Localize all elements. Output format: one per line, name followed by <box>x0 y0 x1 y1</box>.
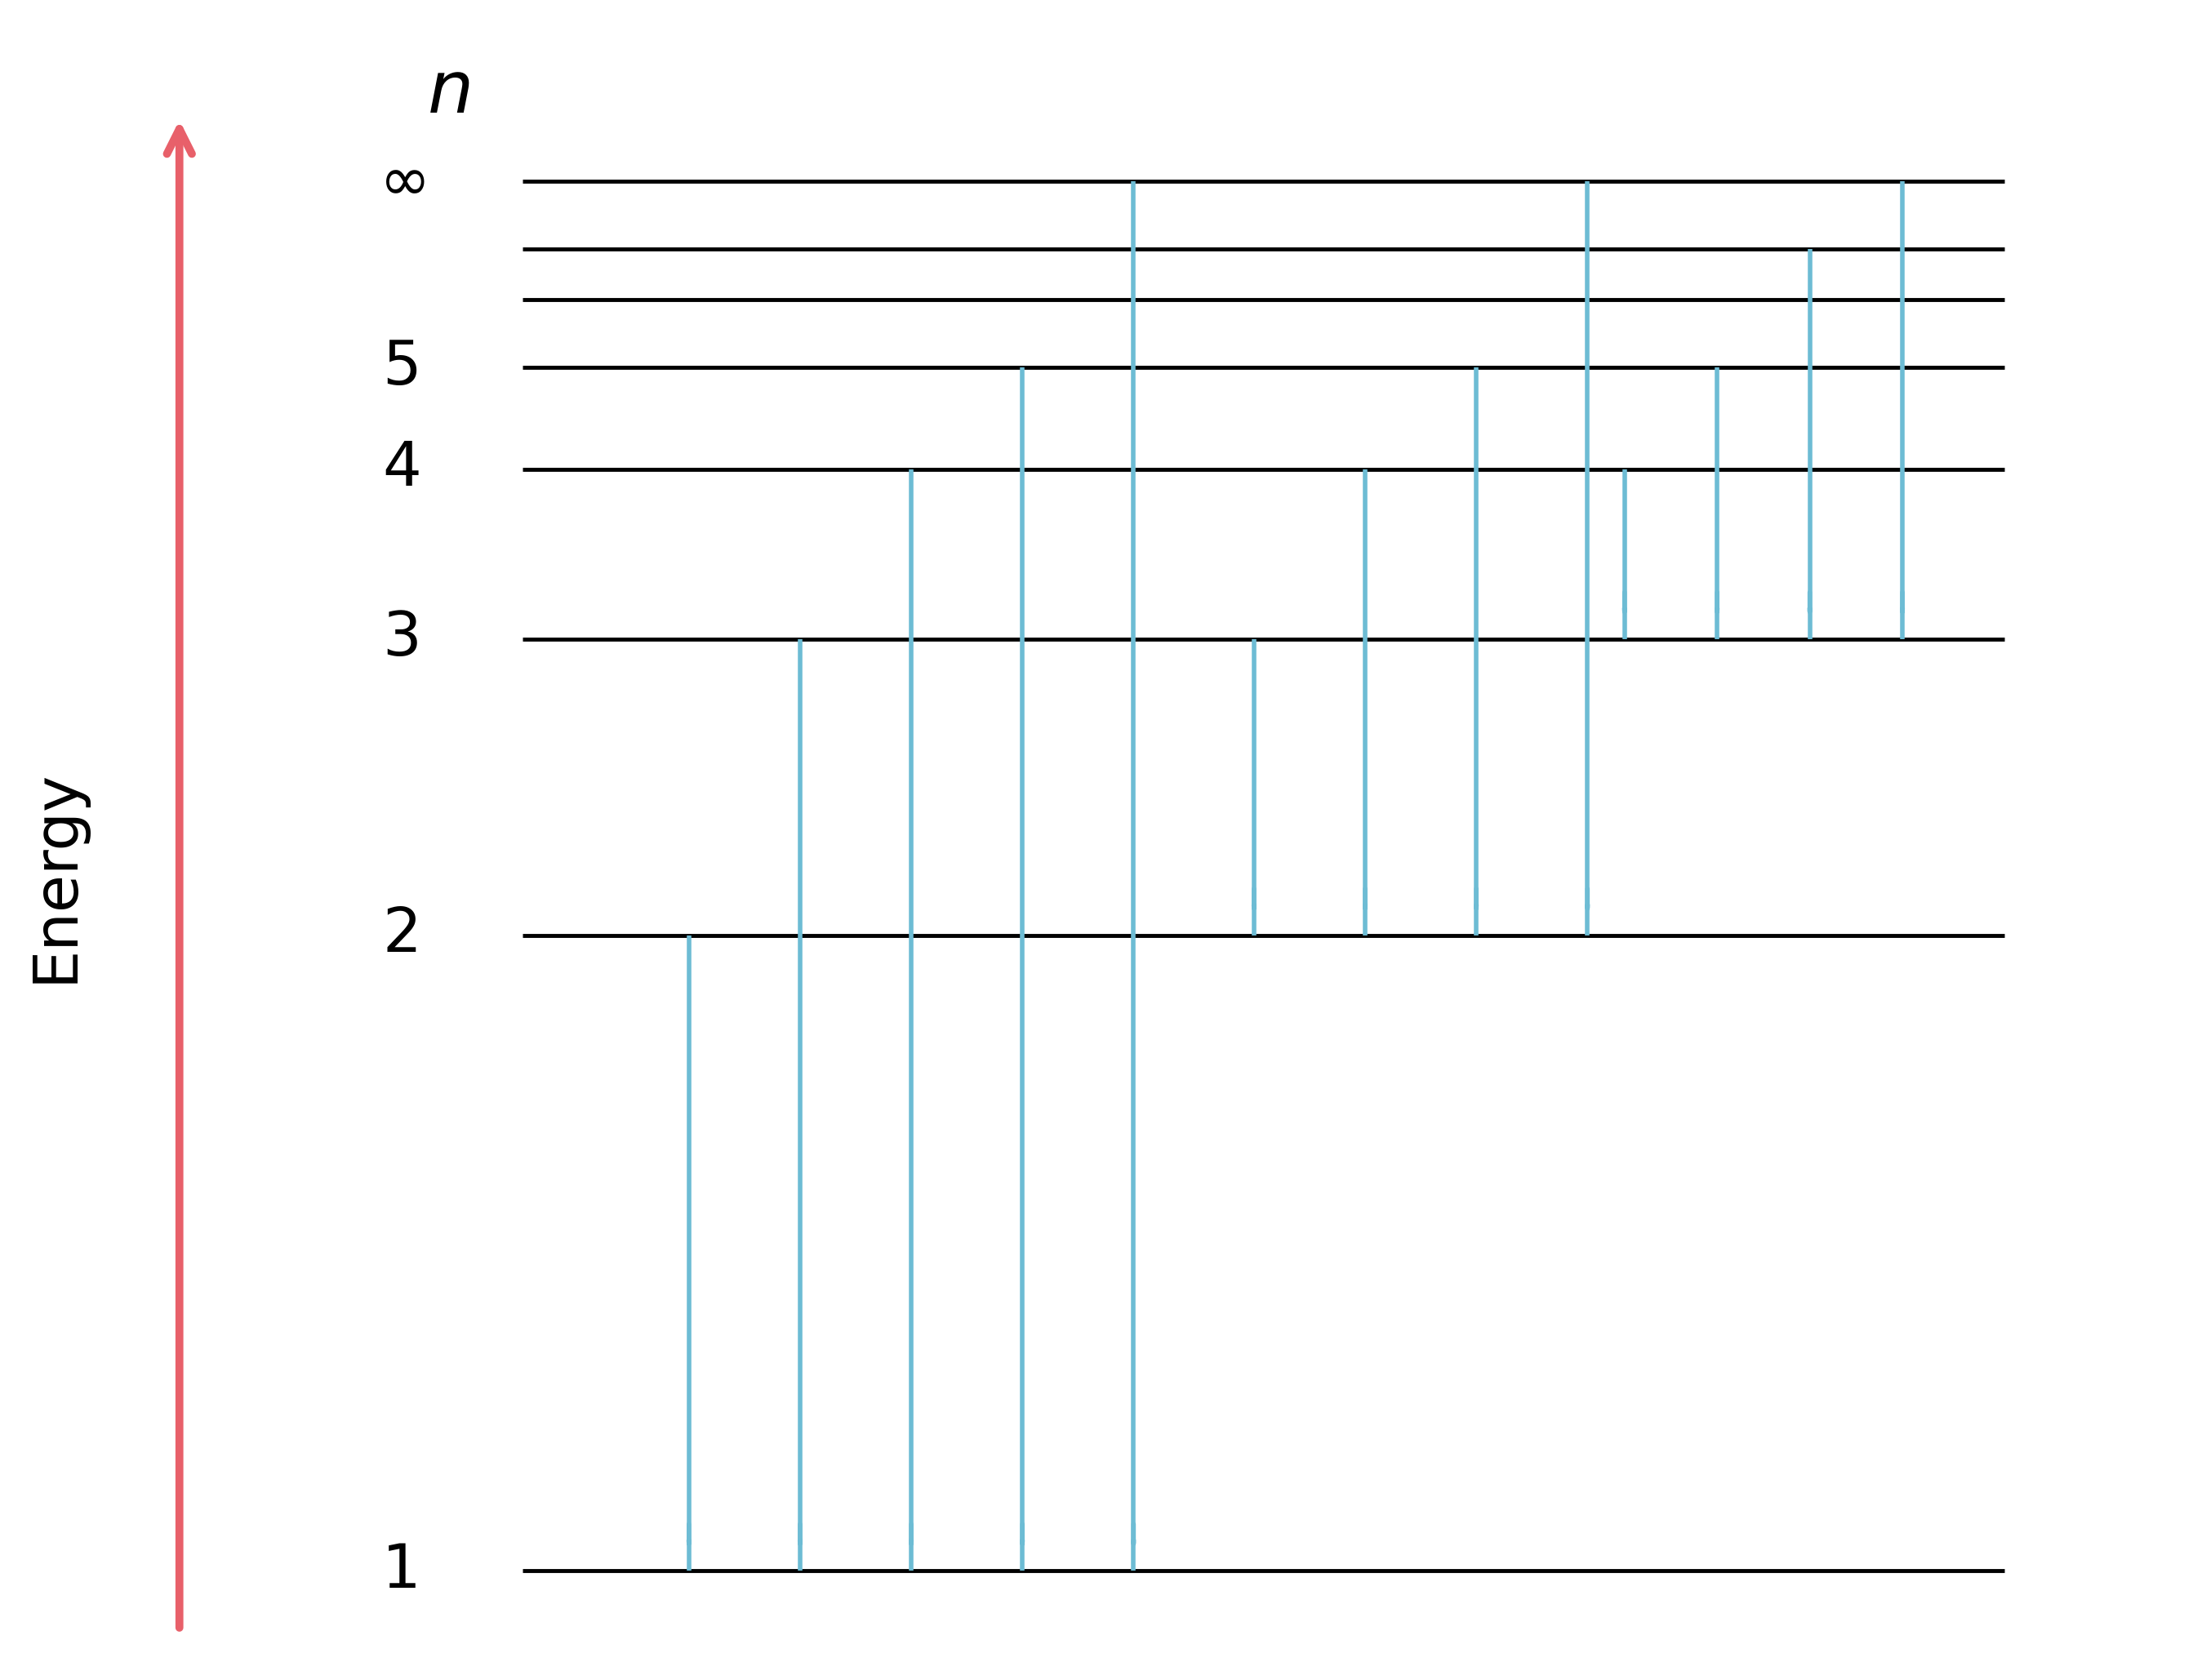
Text: Energy: Energy <box>26 769 86 983</box>
Text: 5: 5 <box>382 338 421 398</box>
Text: 4: 4 <box>382 440 421 499</box>
Text: $\mathit{n}$: $\mathit{n}$ <box>428 57 469 128</box>
Text: $\infty$: $\infty$ <box>379 151 425 212</box>
Text: 2: 2 <box>382 906 421 964</box>
Text: 3: 3 <box>382 608 421 669</box>
Text: 1: 1 <box>382 1541 421 1601</box>
